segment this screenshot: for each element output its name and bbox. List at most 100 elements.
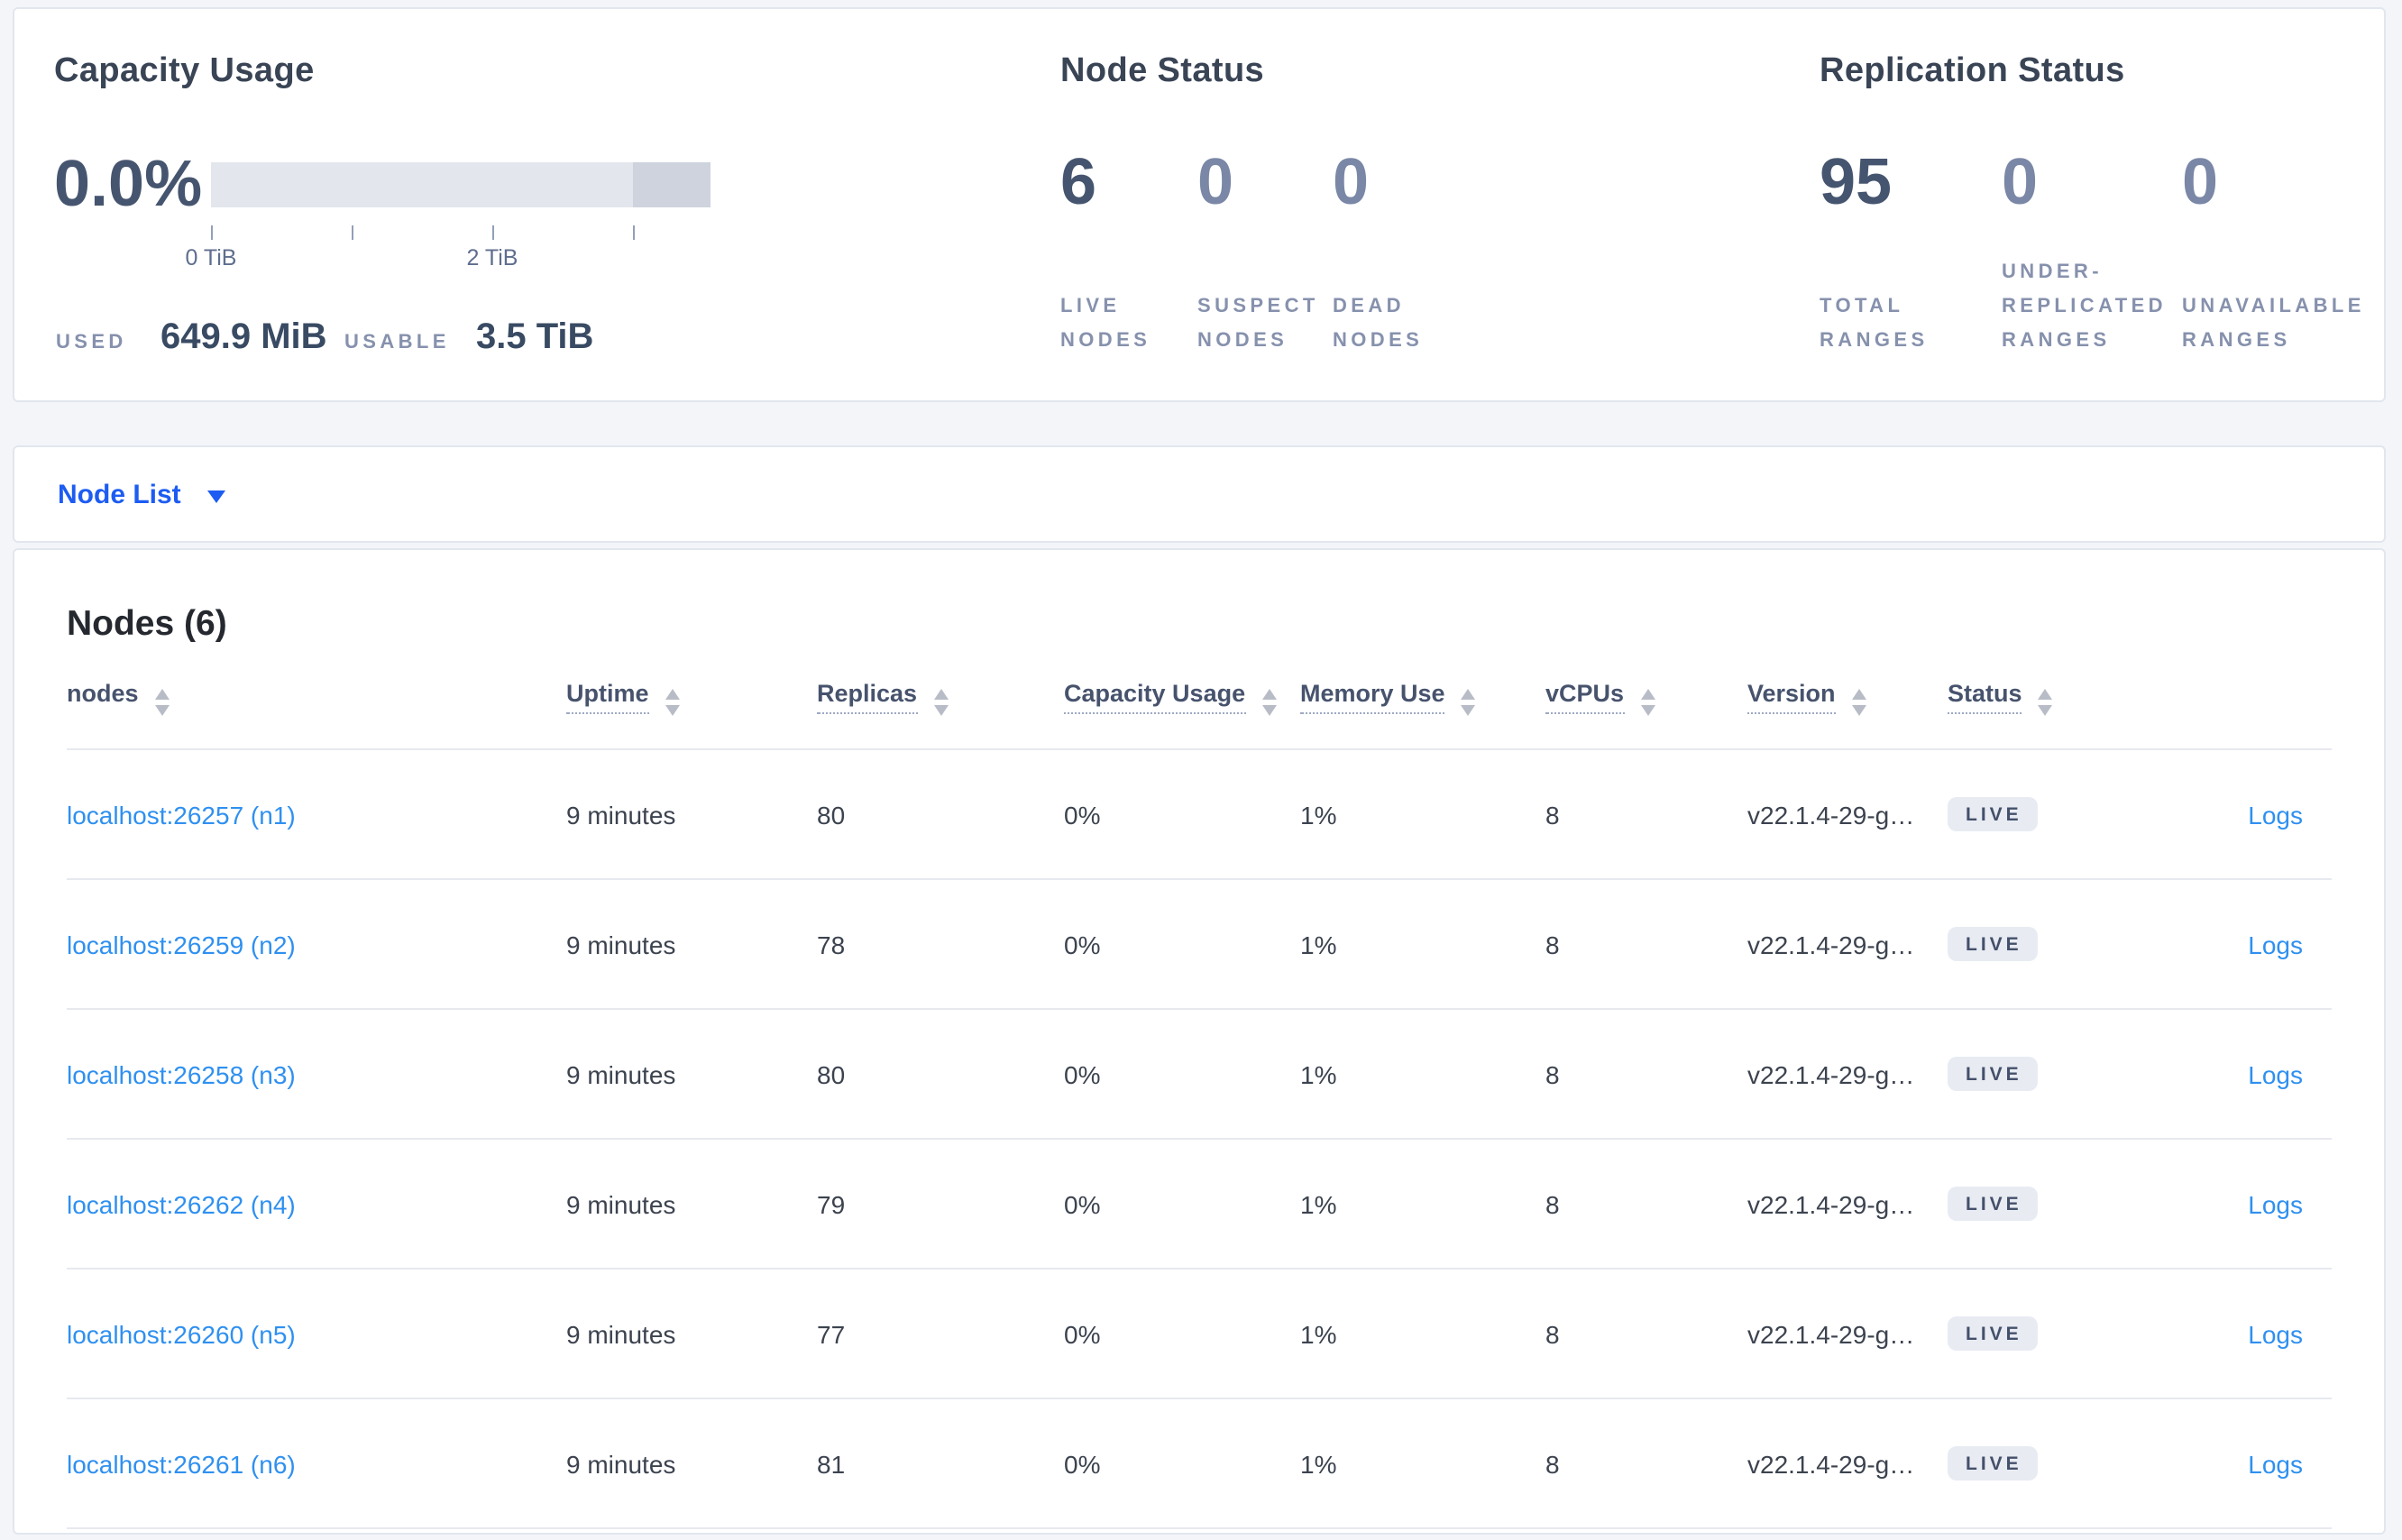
node-link[interactable]: localhost:26262 (n4)	[67, 1189, 296, 1218]
live-nodes-label: LIVE NODES	[1060, 296, 1151, 352]
capacity-usage-cell: 0%	[1064, 930, 1101, 958]
status-badge: LIVE	[1948, 1056, 2039, 1092]
uptime-cell: 9 minutes	[566, 1189, 676, 1218]
capacity-usage-title: Capacity Usage	[54, 52, 315, 90]
nodes-table-title: Nodes (6)	[67, 604, 227, 644]
uptime-cell: 9 minutes	[566, 1319, 676, 1348]
replicas-cell: 81	[817, 1449, 846, 1478]
table-row: localhost:26257 (n1) 9 minutes 80 0% 1% …	[67, 750, 2332, 880]
usable-label: USABLE	[344, 332, 450, 353]
table-row: localhost:26259 (n2) 9 minutes 78 0% 1% …	[67, 880, 2332, 1010]
capacity-usage-cell: 0%	[1064, 1449, 1101, 1478]
status-badge: LIVE	[1948, 1186, 2039, 1222]
version-cell: v22.1.4-29-g…	[1747, 930, 1915, 958]
node-link[interactable]: localhost:26258 (n3)	[67, 1059, 296, 1088]
column-header-uptime[interactable]: Uptime	[566, 680, 817, 716]
uptime-cell: 9 minutes	[566, 800, 676, 829]
replicas-cell: 80	[817, 800, 846, 829]
capacity-percent-value: 0.0%	[54, 146, 203, 220]
live-nodes-stat: 6 LIVE NODES	[1060, 52, 1197, 366]
column-header-status[interactable]: Status	[1948, 680, 2146, 716]
logs-link[interactable]: Logs	[2248, 1059, 2303, 1088]
nodes-table-header: nodes Uptime Replicas Capacity Usage Mem…	[67, 647, 2332, 750]
memory-use-cell: 1%	[1300, 1059, 1337, 1088]
status-badge: LIVE	[1948, 1315, 2039, 1352]
node-link[interactable]: localhost:26259 (n2)	[67, 930, 296, 958]
vcpus-cell: 8	[1545, 1319, 1560, 1348]
replication-status-title: Replication Status	[1820, 52, 2125, 90]
capacity-usage-section: Capacity Usage 0.0% 0 TiB 2 TiB USED 649…	[54, 52, 1028, 366]
column-header-memory-use[interactable]: Memory Use	[1300, 680, 1545, 716]
suspect-nodes-stat: 0 SUSPECT NODES	[1197, 52, 1333, 366]
version-cell: v22.1.4-29-g…	[1747, 1449, 1915, 1478]
cluster-summary-card: Capacity Usage 0.0% 0 TiB 2 TiB USED 649…	[13, 7, 2386, 402]
capacity-bar-other-segment	[633, 162, 711, 207]
version-cell: v22.1.4-29-g…	[1747, 1319, 1915, 1348]
logs-link[interactable]: Logs	[2248, 1449, 2303, 1478]
unavailable-ranges-label: UNAVAILABLE RANGES	[2182, 296, 2365, 352]
logs-link[interactable]: Logs	[2248, 800, 2303, 829]
under-replicated-ranges-label: UNDER-REPLICATED RANGES	[2002, 261, 2167, 352]
node-link[interactable]: localhost:26261 (n6)	[67, 1449, 296, 1478]
replication-status-section: Replication Status 95 TOTAL RANGES 0 UND…	[1820, 52, 2379, 366]
column-header-version[interactable]: Version	[1747, 680, 1948, 716]
column-header-vcpus[interactable]: vCPUs	[1545, 680, 1747, 716]
logs-link[interactable]: Logs	[2248, 930, 2303, 958]
sort-icon[interactable]	[154, 689, 170, 716]
node-link[interactable]: localhost:26257 (n1)	[67, 800, 296, 829]
capacity-bar-usable-segment	[211, 162, 633, 207]
capacity-usage-cell: 0%	[1064, 1059, 1101, 1088]
suspect-nodes-label: SUSPECT NODES	[1197, 296, 1319, 352]
sort-icon[interactable]	[1640, 689, 1655, 716]
logs-link[interactable]: Logs	[2248, 1319, 2303, 1348]
vcpus-cell: 8	[1545, 800, 1560, 829]
memory-use-cell: 1%	[1300, 1319, 1337, 1348]
vcpus-cell: 8	[1545, 1449, 1560, 1478]
vcpus-cell: 8	[1545, 1189, 1560, 1218]
memory-use-cell: 1%	[1300, 1449, 1337, 1478]
node-list-dropdown[interactable]: Node List	[58, 479, 181, 509]
chevron-down-icon[interactable]	[207, 490, 226, 502]
version-cell: v22.1.4-29-g…	[1747, 800, 1915, 829]
under-replicated-ranges-stat: 0 UNDER-REPLICATED RANGES	[2002, 52, 2182, 366]
dead-nodes-label: DEAD NODES	[1333, 296, 1424, 352]
table-row: localhost:26260 (n5) 9 minutes 77 0% 1% …	[67, 1270, 2332, 1399]
dead-nodes-stat: 0 DEAD NODES	[1333, 52, 1549, 366]
axis-tick	[352, 225, 353, 240]
node-link[interactable]: localhost:26260 (n5)	[67, 1319, 296, 1348]
capacity-usage-cell: 0%	[1064, 1319, 1101, 1348]
logs-link[interactable]: Logs	[2248, 1189, 2303, 1218]
node-status-section: Node Status 6 LIVE NODES 0 SUSPECT NODES…	[1060, 52, 1782, 366]
under-replicated-ranges-value: 0	[2002, 144, 2039, 218]
uptime-cell: 9 minutes	[566, 1059, 676, 1088]
version-cell: v22.1.4-29-g…	[1747, 1059, 1915, 1088]
total-ranges-label: TOTAL RANGES	[1820, 296, 1929, 352]
axis-tick-label: 0 TiB	[185, 245, 237, 270]
memory-use-cell: 1%	[1300, 930, 1337, 958]
sort-icon[interactable]	[665, 689, 680, 716]
vcpus-cell: 8	[1545, 1059, 1560, 1088]
live-nodes-value: 6	[1060, 144, 1097, 218]
uptime-cell: 9 minutes	[566, 930, 676, 958]
sort-icon[interactable]	[2038, 689, 2053, 716]
version-cell: v22.1.4-29-g…	[1747, 1189, 1915, 1218]
used-label: USED	[56, 332, 127, 353]
unavailable-ranges-stat: 0 UNAVAILABLE RANGES	[2182, 52, 2402, 366]
table-row: localhost:26262 (n4) 9 minutes 79 0% 1% …	[67, 1140, 2332, 1270]
column-header-nodes[interactable]: nodes	[67, 680, 566, 716]
suspect-nodes-value: 0	[1197, 144, 1234, 218]
axis-tick-label: 2 TiB	[466, 245, 518, 270]
sort-icon[interactable]	[1461, 689, 1476, 716]
column-header-capacity-usage[interactable]: Capacity Usage	[1064, 680, 1300, 716]
sort-icon[interactable]	[1261, 689, 1277, 716]
sort-icon[interactable]	[933, 689, 949, 716]
axis-tick	[211, 225, 213, 240]
status-badge: LIVE	[1948, 1445, 2039, 1481]
unavailable-ranges-value: 0	[2182, 144, 2219, 218]
axis-tick	[492, 225, 494, 240]
memory-use-cell: 1%	[1300, 1189, 1337, 1218]
column-header-replicas[interactable]: Replicas	[817, 680, 1064, 716]
capacity-usage-cell: 0%	[1064, 800, 1101, 829]
sort-icon[interactable]	[1851, 689, 1866, 716]
